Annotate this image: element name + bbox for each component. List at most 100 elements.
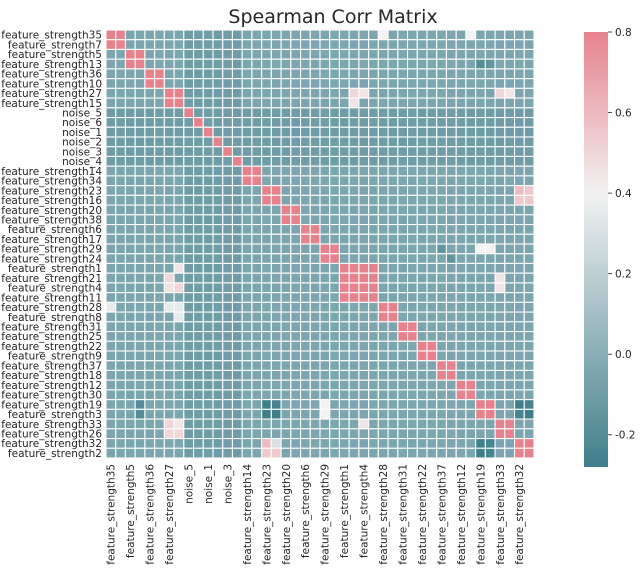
heatmap-cell — [144, 107, 156, 119]
heatmap-cell — [406, 48, 418, 60]
heatmap-cell — [134, 408, 146, 420]
heatmap-cell — [183, 330, 195, 342]
heatmap-cell — [202, 136, 214, 148]
heatmap-cell — [183, 340, 195, 352]
heatmap-cell — [163, 97, 175, 109]
heatmap-cell — [484, 214, 496, 226]
heatmap-cell — [115, 389, 127, 401]
heatmap-cell — [523, 233, 535, 245]
heatmap-cell — [406, 389, 418, 401]
heatmap-cell — [105, 369, 117, 381]
heatmap-cell — [231, 340, 243, 352]
heatmap-cell — [436, 175, 448, 187]
heatmap-cell — [154, 272, 165, 284]
heatmap-cell — [319, 360, 331, 372]
heatmap-cell — [241, 87, 253, 99]
heatmap-cell — [231, 437, 243, 449]
heatmap-cell — [290, 321, 302, 333]
heatmap-cell — [513, 175, 525, 187]
heatmap-cell — [484, 136, 496, 148]
heatmap-cell — [183, 107, 195, 119]
heatmap-cell — [280, 107, 292, 119]
heatmap-cell — [280, 48, 292, 60]
heatmap-cell — [377, 389, 389, 401]
heatmap-cell — [416, 29, 428, 41]
heatmap-cell — [105, 301, 117, 313]
heatmap-cell — [475, 408, 486, 420]
heatmap-cell — [231, 136, 243, 148]
heatmap-cell — [290, 214, 302, 226]
heatmap-cell — [368, 233, 379, 245]
heatmap-cell — [455, 97, 467, 109]
heatmap-cell — [115, 418, 127, 430]
heatmap-cell — [523, 87, 535, 99]
heatmap-cell — [348, 330, 360, 342]
y-tick-label: feature_strength11 — [1, 292, 102, 304]
heatmap-cell — [134, 272, 146, 284]
heatmap-cell — [348, 253, 360, 265]
heatmap-cell — [319, 350, 331, 362]
heatmap-cell — [426, 428, 438, 440]
heatmap-cell — [455, 350, 467, 362]
heatmap-cell — [319, 389, 331, 401]
heatmap-cell — [222, 437, 234, 449]
heatmap-cell — [183, 262, 195, 274]
heatmap-cell — [387, 262, 399, 274]
heatmap-cell — [368, 408, 379, 420]
heatmap-cell — [494, 224, 506, 235]
heatmap-cell — [445, 350, 457, 362]
heatmap-cell — [290, 311, 302, 323]
heatmap-cell — [455, 68, 467, 80]
heatmap-cell — [154, 194, 165, 206]
heatmap-cell — [436, 369, 448, 381]
heatmap-cell — [358, 194, 370, 206]
heatmap-cell — [368, 214, 379, 226]
heatmap-cell — [290, 340, 302, 352]
heatmap-cell — [465, 214, 477, 226]
heatmap-cell — [105, 87, 117, 99]
heatmap-cell — [377, 292, 389, 303]
heatmap-cell — [193, 340, 204, 352]
heatmap-cell — [212, 165, 224, 177]
heatmap-cell — [329, 301, 341, 313]
heatmap-cell — [494, 292, 506, 303]
heatmap-cell — [193, 311, 204, 323]
heatmap-cell — [397, 78, 409, 89]
heatmap-cell — [319, 311, 331, 323]
heatmap-cell — [465, 350, 477, 362]
y-tick-label: feature_strength38 — [1, 214, 102, 226]
heatmap-cell — [280, 87, 292, 99]
heatmap-cell — [173, 39, 185, 51]
heatmap-cell — [465, 321, 477, 333]
heatmap-cell — [144, 272, 156, 284]
heatmap-cell — [319, 87, 331, 99]
heatmap-cell — [445, 97, 457, 109]
heatmap-cell — [261, 379, 272, 391]
heatmap-cell — [134, 39, 146, 51]
heatmap-cell — [455, 194, 467, 206]
heatmap-cell — [368, 204, 379, 216]
heatmap-cell — [251, 360, 263, 372]
heatmap-cell — [329, 97, 341, 109]
heatmap-cell — [348, 48, 360, 60]
heatmap-cell — [261, 321, 272, 333]
heatmap-cell — [251, 165, 263, 177]
y-tick-label: feature_strength25 — [1, 331, 102, 343]
heatmap-cell — [280, 146, 292, 158]
heatmap-cell — [513, 48, 525, 60]
heatmap-cell — [445, 68, 457, 80]
heatmap-cell — [173, 437, 185, 449]
heatmap-cell — [299, 39, 311, 51]
heatmap-cell — [397, 389, 409, 401]
heatmap-cell — [406, 29, 418, 41]
heatmap-cell — [144, 78, 156, 89]
heatmap-cell — [406, 447, 418, 459]
heatmap-cell — [406, 301, 418, 313]
heatmap-cell — [397, 117, 409, 128]
heatmap-cell — [455, 58, 467, 70]
heatmap-cell — [163, 262, 175, 274]
heatmap-cell — [368, 146, 379, 158]
heatmap-cell — [358, 437, 370, 449]
heatmap-cell — [387, 272, 399, 284]
heatmap-cell — [124, 330, 136, 342]
